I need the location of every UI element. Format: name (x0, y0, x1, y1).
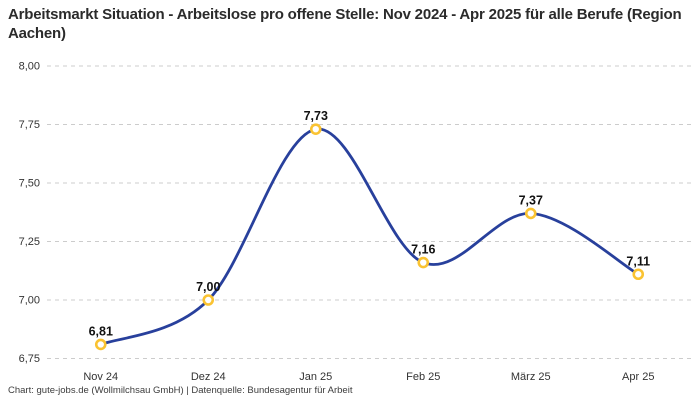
series-line (99, 127, 640, 346)
x-axis-tick-label: Feb 25 (406, 371, 440, 383)
data-point-label: 7,73 (304, 109, 328, 123)
y-axis-tick-label: 7,75 (19, 119, 40, 131)
data-point-marker (524, 207, 537, 220)
x-axis-tick-label: März 25 (511, 371, 551, 383)
data-point-marker (202, 294, 215, 306)
x-axis-tick-label: Nov 24 (83, 371, 118, 383)
data-point-marker (632, 268, 645, 281)
data-point-label: 7,16 (411, 243, 435, 257)
y-axis-tick-label: 7,00 (19, 295, 40, 307)
x-axis-tick-label: Dez 24 (191, 371, 226, 383)
y-axis-tick-label: 7,50 (19, 178, 40, 190)
data-point-label: 6,81 (89, 324, 113, 338)
chart-title: Arbeitsmarkt Situation - Arbeitslose pro… (8, 6, 682, 43)
y-axis-tick-label: 6,75 (19, 353, 40, 365)
data-point-label: 7,00 (196, 280, 220, 294)
x-axis-tick-label: Jan 25 (299, 371, 332, 383)
chart-footer-credit: Chart: gute-jobs.de (Wollmilchsau GmbH) … (8, 385, 353, 396)
data-point-label: 7,11 (626, 254, 650, 268)
data-point-marker (417, 256, 430, 269)
y-axis-tick-label: 7,25 (19, 236, 40, 248)
data-point-marker (309, 123, 322, 135)
data-point-label: 7,37 (519, 193, 543, 207)
x-axis-tick-label: Apr 25 (622, 371, 654, 383)
y-axis-tick-label: 8,00 (19, 61, 40, 73)
data-point-marker (94, 338, 107, 351)
